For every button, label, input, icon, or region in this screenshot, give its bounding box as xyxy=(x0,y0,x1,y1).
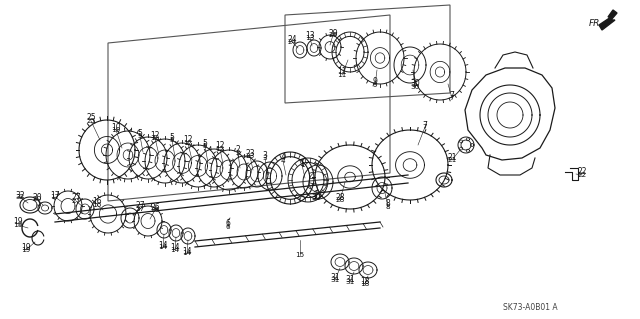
Polygon shape xyxy=(599,10,617,30)
Text: 6: 6 xyxy=(225,219,230,228)
Text: SK73-A0B01 A: SK73-A0B01 A xyxy=(502,303,557,313)
Text: 21: 21 xyxy=(447,153,457,162)
Text: 22: 22 xyxy=(577,167,587,176)
Text: 31: 31 xyxy=(330,277,340,283)
Text: 12: 12 xyxy=(150,130,160,139)
Text: 27: 27 xyxy=(71,194,81,203)
Text: 28: 28 xyxy=(335,197,344,203)
Text: 27: 27 xyxy=(72,198,81,204)
Text: 17: 17 xyxy=(51,194,60,200)
Text: 14: 14 xyxy=(170,243,180,253)
Text: 16: 16 xyxy=(92,202,102,208)
Text: 6: 6 xyxy=(226,224,230,230)
Text: 28: 28 xyxy=(335,194,345,203)
Text: 25: 25 xyxy=(86,114,96,122)
Text: 1: 1 xyxy=(300,159,305,167)
Text: 4: 4 xyxy=(281,158,285,164)
Text: 11: 11 xyxy=(337,72,347,78)
Text: 5: 5 xyxy=(203,139,207,149)
Text: 29: 29 xyxy=(328,28,338,38)
Text: 16: 16 xyxy=(92,197,102,206)
Text: 24: 24 xyxy=(287,35,297,44)
Text: 12: 12 xyxy=(150,135,159,141)
Text: 3: 3 xyxy=(262,155,268,161)
Text: 5: 5 xyxy=(170,137,174,143)
Text: 8: 8 xyxy=(386,204,390,210)
Text: 19: 19 xyxy=(21,247,31,253)
Text: 20: 20 xyxy=(32,192,42,202)
Text: 19: 19 xyxy=(21,243,31,253)
Text: 4: 4 xyxy=(280,153,285,162)
Text: 14: 14 xyxy=(182,247,192,256)
Text: 14: 14 xyxy=(170,247,180,253)
Text: 32: 32 xyxy=(15,194,24,200)
Text: 27: 27 xyxy=(136,206,145,212)
Text: 2: 2 xyxy=(236,150,240,156)
Text: 30: 30 xyxy=(312,194,321,200)
Text: 10: 10 xyxy=(111,127,120,133)
Text: 30: 30 xyxy=(410,78,420,87)
Text: 30: 30 xyxy=(410,84,420,90)
Text: 19: 19 xyxy=(13,222,22,228)
Text: 5: 5 xyxy=(170,133,175,143)
Text: 21: 21 xyxy=(447,157,456,163)
Text: 23: 23 xyxy=(245,153,255,159)
Text: 31: 31 xyxy=(345,276,355,285)
Text: 19: 19 xyxy=(13,218,23,226)
Text: 14: 14 xyxy=(158,244,168,250)
Text: 5: 5 xyxy=(203,143,207,149)
Text: 14: 14 xyxy=(158,241,168,249)
Text: 7: 7 xyxy=(449,91,454,100)
Text: 3: 3 xyxy=(262,151,268,160)
Text: 15: 15 xyxy=(296,252,305,258)
Text: 5: 5 xyxy=(138,129,143,137)
Text: 9: 9 xyxy=(372,82,378,88)
Text: 12: 12 xyxy=(215,142,225,151)
Text: 11: 11 xyxy=(337,68,347,77)
Text: 2: 2 xyxy=(236,145,241,154)
Text: 18: 18 xyxy=(360,278,370,286)
Text: 32: 32 xyxy=(15,190,25,199)
Text: 26: 26 xyxy=(150,204,160,212)
Text: 29: 29 xyxy=(328,32,338,38)
Text: 31: 31 xyxy=(346,279,355,285)
Text: 8: 8 xyxy=(386,199,390,209)
Text: 14: 14 xyxy=(182,250,191,256)
Text: 7: 7 xyxy=(450,95,454,101)
Text: 27: 27 xyxy=(135,202,145,211)
Text: 12: 12 xyxy=(183,136,193,145)
Text: 23: 23 xyxy=(245,149,255,158)
Text: 20: 20 xyxy=(33,196,42,202)
Text: 9: 9 xyxy=(372,78,378,86)
Text: 12: 12 xyxy=(216,146,225,152)
Text: 13: 13 xyxy=(305,32,315,41)
Text: 25: 25 xyxy=(86,118,95,124)
Text: 30: 30 xyxy=(311,192,321,202)
Text: 31: 31 xyxy=(330,273,340,283)
Text: 10: 10 xyxy=(111,122,121,131)
Text: 12: 12 xyxy=(184,140,193,146)
Text: FR.: FR. xyxy=(589,19,604,28)
Text: 17: 17 xyxy=(50,190,60,199)
Text: 7: 7 xyxy=(422,124,428,130)
Text: 5: 5 xyxy=(138,133,142,139)
Text: 24: 24 xyxy=(287,39,296,45)
Text: 22: 22 xyxy=(577,172,587,178)
Text: 1: 1 xyxy=(300,162,304,168)
Text: 13: 13 xyxy=(305,35,315,41)
Text: 7: 7 xyxy=(422,121,428,130)
Text: 26: 26 xyxy=(150,207,159,213)
Text: 18: 18 xyxy=(360,281,370,287)
